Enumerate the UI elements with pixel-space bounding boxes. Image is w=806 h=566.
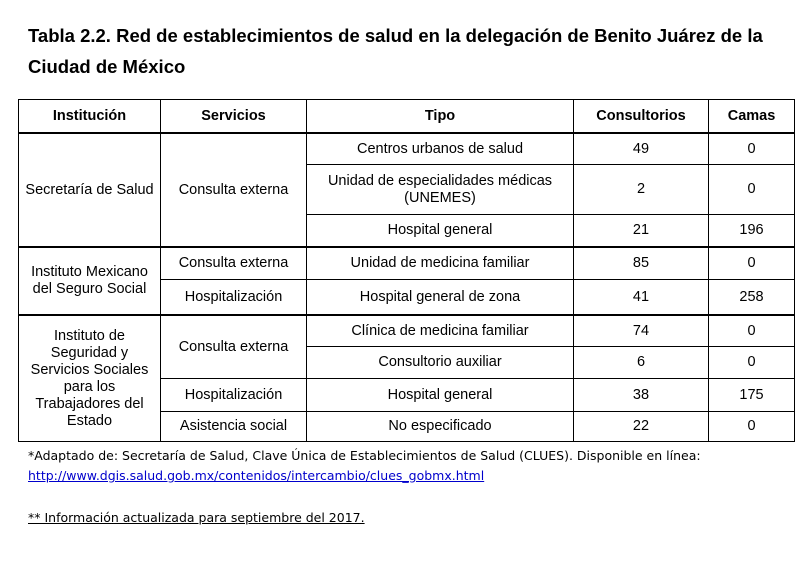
tipo-cell: Hospital general — [306, 378, 574, 412]
service-cell: Consulta externa — [160, 314, 307, 379]
header-institucion: Institución — [18, 99, 161, 134]
table-row: Hospital general 21 196 — [19, 214, 795, 248]
tipo-cell: Consultorio auxiliar — [306, 346, 574, 379]
camas-cell: 258 — [708, 279, 795, 316]
source-footnote-text: *Adaptado de: Secretaría de Salud, Clave… — [28, 448, 701, 463]
camas-cell: 0 — [708, 132, 795, 165]
tipo-cell: Hospital general de zona — [306, 279, 574, 316]
service-cell: Consulta externa — [160, 246, 307, 280]
header-servicios: Servicios — [160, 99, 307, 134]
header-consultorios: Consultorios — [573, 99, 709, 134]
service-cell: Hospitalización — [160, 378, 307, 412]
table-row: Unidad de especialidades médicas (UNEMES… — [19, 164, 795, 215]
table-row: Instituto de Seguridad y Servicios Socia… — [18, 314, 795, 442]
health-facilities-table: Institución Servicios Tipo Consultorios … — [18, 99, 795, 442]
camas-cell: 0 — [708, 346, 795, 379]
camas-cell: 0 — [708, 164, 795, 215]
header-row: Institución Servicios Tipo Consultorios … — [18, 99, 795, 134]
consultorios-cell: 38 — [573, 378, 709, 412]
header-camas: Camas — [708, 99, 795, 134]
tipo-cell: Centros urbanos de salud — [306, 132, 574, 165]
consultorios-cell: 22 — [573, 411, 709, 442]
table-row: Asistencia social No especificado 22 0 — [19, 411, 795, 442]
service-cell: Hospitalización — [160, 279, 307, 316]
consultorios-cell: 49 — [573, 132, 709, 165]
consultorios-cell: 2 — [573, 164, 709, 215]
tipo-cell: Unidad de medicina familiar — [306, 246, 574, 280]
consultorios-cell: 41 — [573, 279, 709, 316]
table-row: Instituto Mexicano del Seguro Social Con… — [18, 246, 795, 316]
consultorios-cell: 6 — [573, 346, 709, 379]
camas-cell: 196 — [708, 214, 795, 248]
clues-source-link[interactable]: http://www.dgis.salud.gob.mx/contenidos/… — [28, 468, 485, 483]
table-row: Hospitalización Hospital general de zona… — [19, 279, 795, 316]
consultorios-cell: 74 — [573, 314, 709, 347]
consultorios-cell: 21 — [573, 214, 709, 248]
header-tipo: Tipo — [306, 99, 574, 134]
tipo-cell: Unidad de especialidades médicas (UNEMES… — [306, 164, 574, 215]
update-footnote: ** Información actualizada para septiemb… — [28, 510, 365, 525]
tipo-cell: No especificado — [306, 411, 574, 442]
source-footnote: *Adaptado de: Secretaría de Salud, Clave… — [28, 446, 786, 486]
institution-cell: Secretaría de Salud — [18, 132, 161, 248]
service-cell: Consulta externa — [160, 132, 307, 248]
service-cell: Asistencia social — [160, 411, 307, 442]
camas-cell: 175 — [708, 378, 795, 412]
table-row: Consultorio auxiliar 6 0 — [19, 346, 795, 379]
institution-cell: Instituto Mexicano del Seguro Social — [18, 246, 161, 316]
camas-cell: 0 — [708, 314, 795, 347]
camas-cell: 0 — [708, 246, 795, 280]
camas-cell: 0 — [708, 411, 795, 442]
institution-cell: Instituto de Seguridad y Servicios Socia… — [18, 314, 161, 442]
consultorios-cell: 85 — [573, 246, 709, 280]
tipo-cell: Hospital general — [306, 214, 574, 248]
table-row: Hospitalización Hospital general 38 175 — [19, 378, 795, 412]
table-row: Secretaría de Salud Consulta externa Cen… — [18, 132, 795, 248]
tipo-cell: Clínica de medicina familiar — [306, 314, 574, 347]
table-title: Tabla 2.2. Red de establecimientos de sa… — [28, 25, 763, 77]
